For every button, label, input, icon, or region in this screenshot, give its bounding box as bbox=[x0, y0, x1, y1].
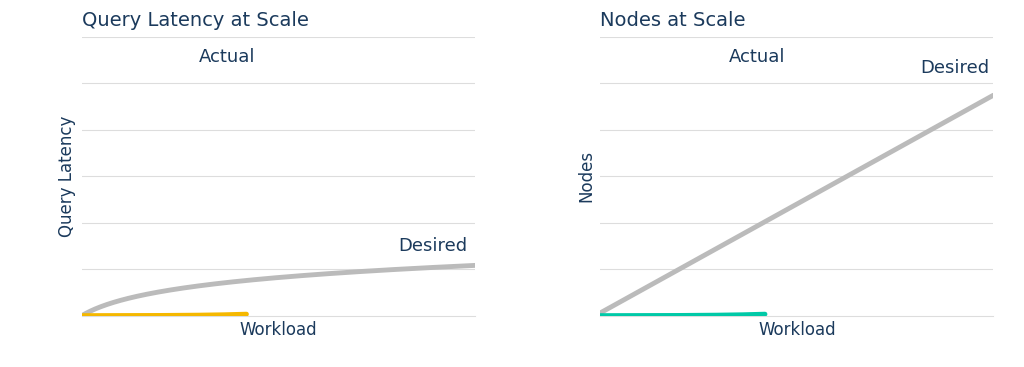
Text: Desired: Desired bbox=[921, 59, 989, 77]
Text: Nodes at Scale: Nodes at Scale bbox=[600, 11, 745, 30]
Text: Query Latency at Scale: Query Latency at Scale bbox=[82, 11, 309, 30]
Text: Desired: Desired bbox=[397, 237, 467, 255]
Y-axis label: Query Latency: Query Latency bbox=[58, 116, 77, 237]
Y-axis label: Nodes: Nodes bbox=[577, 150, 595, 202]
Text: Actual: Actual bbox=[199, 48, 256, 66]
X-axis label: Workload: Workload bbox=[758, 321, 836, 339]
X-axis label: Workload: Workload bbox=[240, 321, 317, 339]
Text: Actual: Actual bbox=[729, 48, 785, 66]
